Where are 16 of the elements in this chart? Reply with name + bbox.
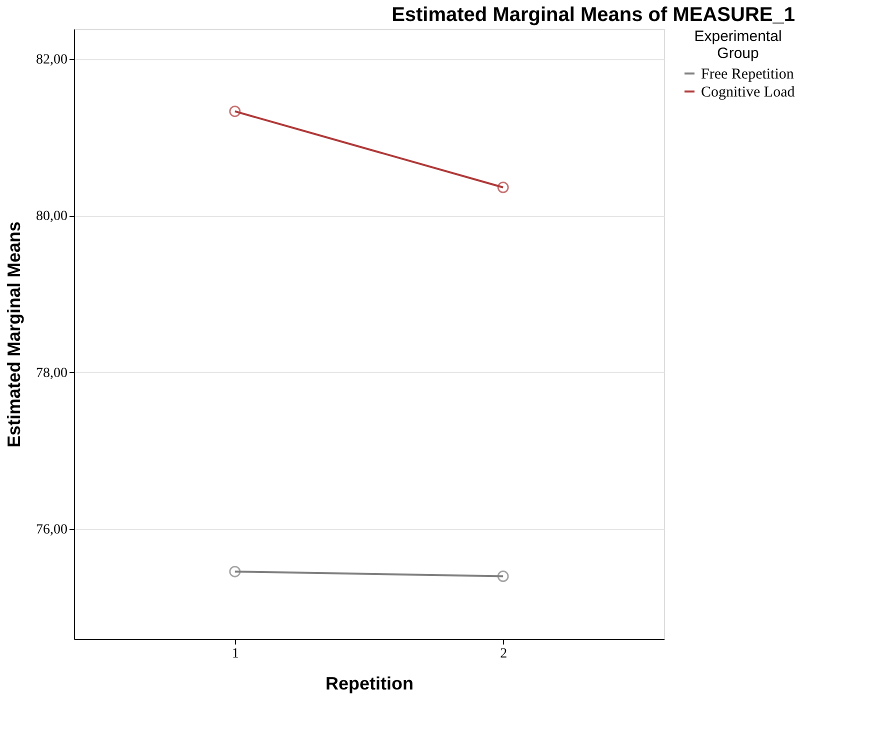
point: [497, 182, 509, 194]
legend-label: Cognitive Load: [701, 84, 796, 100]
x-axis-title: Repetition: [326, 674, 414, 694]
point: [497, 570, 509, 582]
y-tick-label: 76,00: [36, 522, 68, 538]
legend-title: Experimental Group: [694, 28, 782, 62]
y-axis-title: Estimated Marginal Means: [4, 221, 24, 448]
y-tick-label: 80,00: [36, 209, 68, 224]
x-tick-label: 1: [232, 646, 239, 662]
x-tick-label: 2: [500, 646, 508, 662]
chart-title: Estimated Marginal Means of MEASURE_1: [392, 4, 795, 26]
point: [229, 106, 241, 118]
legend-label: Free Repetition: [701, 66, 794, 82]
y-tick-label: 78,00: [36, 366, 68, 381]
point: [229, 566, 241, 578]
y-tick-label: 82,00: [36, 52, 68, 68]
